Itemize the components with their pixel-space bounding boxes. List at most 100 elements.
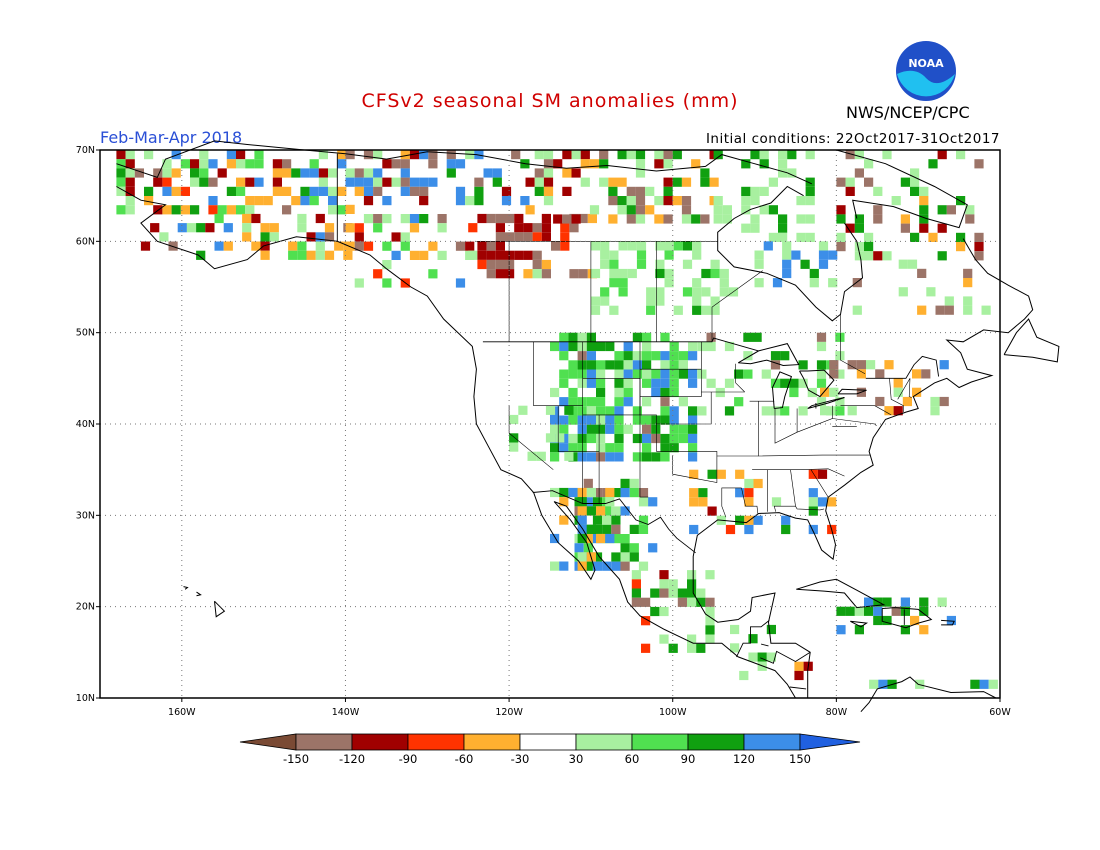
anomaly-cell (568, 415, 578, 425)
anomaly-cell (688, 433, 698, 444)
anomaly-cell (754, 259, 764, 269)
anomaly-cell (919, 205, 929, 215)
anomaly-cell (650, 588, 660, 598)
anomaly-cell (845, 223, 855, 233)
anomaly-cell (501, 186, 512, 196)
anomaly-cell (796, 196, 806, 206)
anomaly-cell (125, 196, 135, 206)
anomaly-cell (419, 250, 429, 260)
anomaly-cell (900, 223, 910, 233)
anomaly-cell (541, 223, 551, 233)
anomaly-cell (288, 250, 298, 260)
anomaly-cell (315, 213, 325, 224)
anomaly-cell (205, 223, 215, 233)
anomaly-cell (669, 424, 679, 434)
anomaly-cell (446, 159, 456, 169)
anomaly-cell (672, 177, 682, 187)
anomaly-cell (669, 387, 679, 398)
anomaly-cell (306, 232, 316, 242)
anomaly-cell (759, 186, 769, 196)
anomaly-cell (836, 205, 846, 215)
anomaly-cell (592, 552, 603, 562)
anomaly-cell (180, 205, 190, 215)
anomaly-cell (677, 588, 687, 598)
anomaly-cell (577, 552, 587, 562)
map-title: CFSv2 seasonal SM anomalies (mm) (361, 90, 739, 112)
legend-label: 60 (625, 752, 640, 766)
anomaly-cell (611, 488, 621, 498)
anomaly-cell (713, 214, 723, 224)
anomaly-cell (196, 223, 206, 233)
anomaly-cell (363, 168, 374, 178)
anomaly-cell (816, 341, 827, 352)
anomaly-cell (752, 332, 762, 342)
lat-tick-label: 30N (76, 510, 95, 521)
anomaly-cell (596, 406, 606, 416)
anomaly-cell (808, 497, 818, 507)
anomaly-cell (577, 533, 587, 544)
anomaly-cell (562, 214, 572, 224)
anomaly-cell (400, 241, 410, 251)
anomaly-cell (646, 296, 656, 306)
anomaly-cell (190, 177, 200, 187)
anomaly-cell (664, 268, 674, 279)
anomaly-cell (391, 177, 401, 187)
legend-label: -120 (339, 752, 365, 766)
anomaly-cell (199, 177, 209, 187)
anomaly-cell (568, 397, 578, 407)
anomaly-cell (735, 515, 745, 525)
anomaly-cell (664, 250, 674, 260)
anomaly-cell (873, 205, 883, 215)
anomaly-cell (514, 250, 524, 260)
anomaly-cell (428, 241, 438, 251)
anomaly-cell (691, 214, 701, 224)
anomaly-cell (829, 387, 839, 397)
coastline (771, 371, 793, 409)
anomaly-cell (586, 415, 596, 425)
legend-label: 90 (681, 752, 696, 766)
anomaly-cell (805, 196, 815, 206)
anomaly-cell (678, 397, 688, 407)
anomaly-cell (660, 351, 670, 361)
anomaly-cell (486, 269, 496, 279)
anomaly-cell (162, 186, 172, 196)
anomaly-cell (560, 241, 570, 251)
state-border (639, 341, 649, 498)
anomaly-cell (272, 168, 282, 178)
anomaly-cell (419, 214, 429, 224)
anomaly-cell (505, 250, 515, 260)
lon-tick-label: 100W (659, 707, 687, 718)
anomaly-cell (577, 341, 587, 352)
anomaly-cell (505, 259, 515, 270)
legend-swatch (631, 733, 689, 751)
anomaly-cell (668, 643, 678, 653)
anomaly-cell (269, 223, 279, 233)
anomaly-cell (550, 443, 560, 453)
anomaly-cell (559, 443, 569, 453)
anomaly-cell (543, 186, 554, 196)
anomaly-cell (678, 424, 688, 434)
coastline (116, 186, 796, 699)
anomaly-cell (477, 213, 487, 224)
anomaly-cell (757, 652, 767, 662)
anomaly-cell (586, 378, 596, 388)
anomaly-cell (596, 378, 606, 388)
anomaly-cell (409, 186, 420, 196)
anomaly-cell (629, 478, 639, 488)
anomaly-cell (648, 497, 658, 507)
anomaly-cell (125, 177, 135, 187)
anomaly-cell (856, 360, 866, 370)
anomaly-cell (698, 497, 708, 507)
anomaly-cell (663, 196, 673, 206)
anomaly-cell (577, 424, 587, 434)
anomaly-cell (236, 177, 246, 187)
state-border (741, 487, 759, 514)
anomaly-cell (162, 205, 172, 215)
anomaly-cell (854, 150, 864, 160)
anomaly-cell (171, 205, 181, 215)
country-border (760, 643, 769, 647)
anomaly-cell (300, 196, 310, 206)
anomaly-cell (664, 278, 674, 288)
anomaly-cell (291, 168, 301, 178)
anomaly-cell (794, 670, 804, 681)
